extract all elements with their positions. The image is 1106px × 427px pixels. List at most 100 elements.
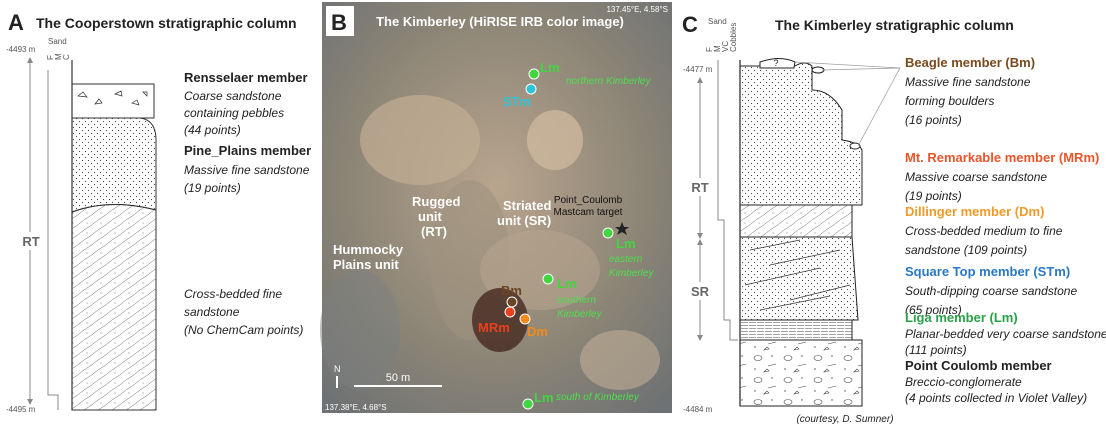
elevation-label: -4493 m — [6, 45, 36, 54]
unit-label: Hummocky — [333, 242, 404, 257]
unit-label: Striated — [503, 198, 551, 213]
outline — [48, 70, 58, 410]
member-name: Rensselaer member — [184, 70, 308, 85]
boulder — [850, 143, 860, 149]
member-desc: Coarse sandstone — [184, 89, 282, 103]
elevation-label: -4495 m — [6, 405, 36, 414]
credit: (courtesy, D. Sumner) — [796, 414, 893, 425]
target-label: Mastcam target — [554, 207, 623, 218]
member-desc: (111 points) — [905, 343, 967, 357]
unit-label: SR — [691, 284, 710, 299]
grain-size: C — [62, 54, 71, 60]
target-label: Lm — [540, 60, 560, 75]
target-label: Dm — [527, 324, 548, 339]
unit-label: Rugged — [412, 194, 460, 209]
member-name: Pine_Plains member — [184, 143, 311, 158]
panel-letter: B — [331, 10, 347, 35]
pebble-layer — [72, 84, 154, 118]
dipping-layer — [740, 237, 858, 320]
panel-title: The Cooperstown stratigraphic column — [36, 15, 297, 31]
grain-size: Cobbles — [729, 23, 738, 52]
unit-label: RT — [22, 234, 39, 249]
member-desc: (No ChemCam points) — [184, 323, 303, 337]
massive-layer — [72, 118, 156, 212]
member-desc: sandstone (109 points) — [905, 243, 1027, 257]
member-name: Dillinger member (Dm) — [905, 204, 1044, 219]
target-label: Point_Coulomb — [554, 195, 623, 206]
member-desc: containing pebbles — [184, 106, 284, 120]
target-marker — [523, 399, 533, 409]
member-desc: (44 points) — [184, 123, 241, 137]
member-name: Point Coulomb member — [905, 358, 1052, 373]
target-marker — [520, 314, 530, 324]
scale-label: 50 m — [386, 372, 410, 384]
member-name: Mt. Remarkable member (MRm) — [905, 150, 1099, 165]
coordinate: 137.38°E, 4.68°S — [325, 403, 387, 412]
map-title: The Kimberley (HiRISE IRB color image) — [376, 14, 624, 29]
target-label: STm — [503, 94, 531, 109]
target-marker — [505, 307, 515, 317]
unit-label: (RT) — [421, 224, 447, 239]
elevation-label: -4484 m — [683, 405, 713, 414]
member-desc: (19 points) — [184, 181, 241, 195]
panel-letter: A — [8, 10, 24, 35]
member-desc: Cross-bedded fine — [184, 287, 282, 301]
member-desc: sandstone — [184, 305, 240, 319]
terrain — [527, 110, 583, 170]
breccia-layer — [740, 340, 862, 406]
target-marker — [526, 84, 536, 94]
target-marker — [543, 274, 553, 284]
unit-label: unit (SR) — [497, 213, 551, 228]
member-name: Square Top member (STm) — [905, 264, 1070, 279]
target-location: south of Kimberley — [556, 392, 640, 403]
target-label: MRm — [478, 320, 510, 335]
member-desc: Massive coarse sandstone — [905, 170, 1047, 184]
panel-letter: C — [682, 12, 698, 37]
target-label: Bm — [501, 283, 522, 298]
crossbed-layer — [740, 205, 852, 237]
terrain — [360, 95, 480, 185]
member-desc: South-dipping coarse sandstone — [905, 284, 1077, 298]
panel-title: The Kimberley stratigraphic column — [775, 17, 1014, 33]
target-location: Kimberley — [557, 309, 602, 320]
unknown-label: ? — [773, 58, 778, 68]
planar-layer — [740, 320, 852, 340]
target-label: Lm — [557, 276, 577, 291]
member-desc: (19 points) — [905, 189, 962, 203]
member-name: Liga member (Lm) — [905, 310, 1018, 325]
target-label: Lm — [534, 390, 554, 405]
member-desc: Planar-bedded very coarse sandstone — [905, 327, 1106, 341]
target-marker — [507, 297, 517, 307]
panel-c: C The Kimberley stratigraphic column San… — [682, 12, 1106, 425]
unit-label: RT — [691, 180, 708, 195]
member-desc: (4 points collected in Violet Valley) — [905, 391, 1087, 405]
target-marker — [603, 228, 613, 238]
north-label: N — [334, 364, 341, 374]
target-location: southern — [557, 295, 596, 306]
member-desc: Breccio-conglomerate — [905, 375, 1022, 389]
crossbed-layer — [72, 204, 156, 410]
unit-label: unit — [418, 209, 442, 224]
panel-b: B The Kimberley (HiRISE IRB color image)… — [320, 2, 672, 413]
member-desc: (16 points) — [905, 113, 962, 127]
member-desc: forming boulders — [905, 94, 994, 108]
target-location: northern Kimberley — [566, 76, 651, 87]
figure: A The Cooperstown stratigraphic column S… — [0, 0, 1106, 427]
unit-label: Plains unit — [333, 257, 399, 272]
member-desc: Massive fine sandstone — [905, 75, 1031, 89]
member-name: Beagle member (Bm) — [905, 55, 1035, 70]
elevation-label: -4477 m — [683, 65, 713, 74]
panel-a: A The Cooperstown stratigraphic column S… — [6, 10, 311, 414]
target-label: Lm — [616, 236, 636, 251]
member-desc: Massive fine sandstone — [184, 163, 310, 177]
grain-header: Sand — [48, 37, 67, 46]
massive-layer — [740, 63, 862, 205]
coordinate: 137.45°E, 4.58°S — [606, 5, 668, 14]
grain-header: Sand — [708, 17, 727, 26]
target-location: Kimberley — [609, 268, 654, 279]
member-desc: Cross-bedded medium to fine — [905, 224, 1063, 238]
target-location: eastern — [609, 254, 643, 265]
outline — [718, 60, 738, 340]
target-marker — [529, 69, 539, 79]
terrain — [580, 330, 660, 390]
